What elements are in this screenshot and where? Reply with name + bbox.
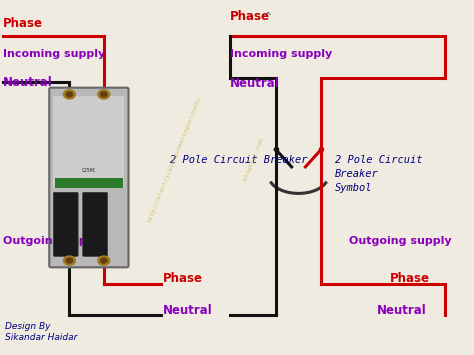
Bar — [54, 96, 124, 188]
Text: .blogspot.com: .blogspot.com — [241, 136, 264, 183]
Text: C25HC: C25HC — [82, 168, 96, 173]
Text: Neutral: Neutral — [376, 304, 426, 317]
Text: ^: ^ — [264, 12, 272, 22]
Text: Phase: Phase — [164, 272, 203, 285]
Bar — [55, 178, 123, 188]
Circle shape — [98, 256, 110, 265]
Text: Phase: Phase — [230, 10, 270, 23]
FancyBboxPatch shape — [49, 88, 128, 267]
Circle shape — [100, 92, 107, 97]
Circle shape — [66, 92, 73, 97]
Text: Outgoing supply: Outgoing supply — [349, 236, 452, 246]
Circle shape — [66, 258, 73, 263]
Circle shape — [98, 90, 110, 99]
Circle shape — [64, 256, 75, 265]
Text: Incoming supply: Incoming supply — [230, 49, 332, 59]
Circle shape — [64, 90, 75, 99]
Text: Phase: Phase — [3, 17, 43, 30]
Text: Neutral: Neutral — [164, 304, 213, 317]
Text: http://electricalengineeringonline4u: http://electricalengineeringonline4u — [147, 96, 202, 223]
Text: Neutral: Neutral — [3, 76, 53, 88]
Text: Phase: Phase — [390, 272, 430, 285]
Text: 2 Pole Circuit
Breaker
Symbol: 2 Pole Circuit Breaker Symbol — [335, 155, 423, 193]
Text: Design By
Sikandar Haidar: Design By Sikandar Haidar — [5, 322, 78, 342]
Text: Neutral: Neutral — [230, 77, 280, 90]
Text: Incoming supply: Incoming supply — [3, 49, 105, 59]
Text: 2 Pole Circuit Breaker: 2 Pole Circuit Breaker — [170, 155, 308, 165]
Text: Outgoing supply: Outgoing supply — [3, 236, 106, 246]
Circle shape — [100, 258, 107, 263]
FancyBboxPatch shape — [54, 192, 78, 256]
FancyBboxPatch shape — [82, 192, 108, 256]
